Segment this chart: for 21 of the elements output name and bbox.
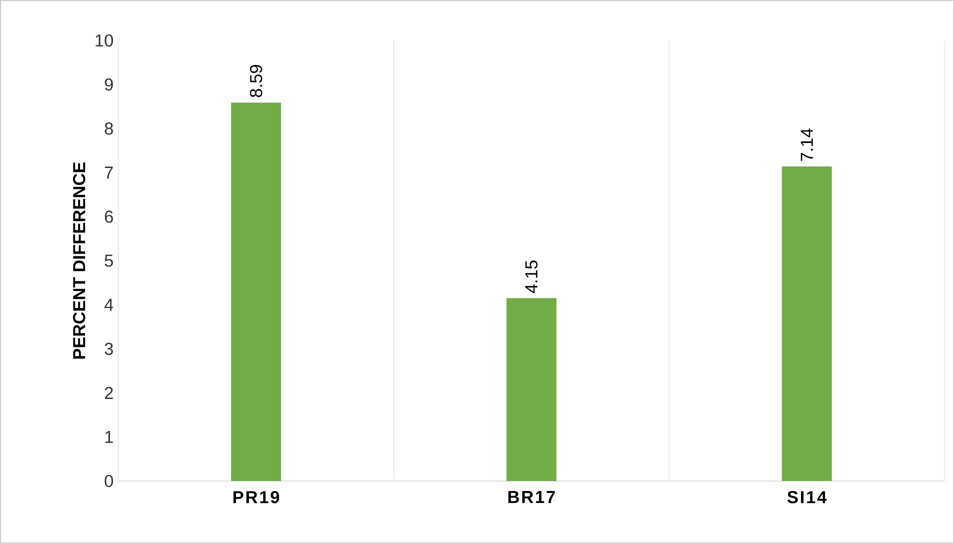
bar (506, 298, 556, 481)
data-label: 4.15 (525, 260, 538, 293)
x-tick-label: SI14 (787, 490, 827, 504)
y-tick-label: 4 (104, 298, 114, 311)
y-tick-label: 0 (104, 474, 114, 487)
x-tick-label: PR19 (233, 490, 280, 504)
y-tick-label: 3 (104, 342, 113, 355)
bar (782, 166, 832, 481)
y-tick-label: 2 (104, 386, 113, 399)
y-tick-label: 7 (104, 166, 113, 178)
bar (231, 102, 282, 481)
y-tick-label: 8 (104, 122, 113, 134)
x-tick-label: BR17 (508, 490, 555, 503)
y-tick-label: 10 (96, 34, 113, 46)
y-tick-label: 1 (105, 430, 113, 443)
data-label: 8.59 (250, 64, 262, 97)
y-tick-label: 6 (104, 210, 113, 223)
y-tick-label: 5 (104, 254, 113, 267)
y-tick-label: 9 (104, 78, 113, 90)
data-label: 7.14 (800, 128, 813, 161)
y-axis-title: PERCENT DIFFERENCE (73, 162, 86, 358)
